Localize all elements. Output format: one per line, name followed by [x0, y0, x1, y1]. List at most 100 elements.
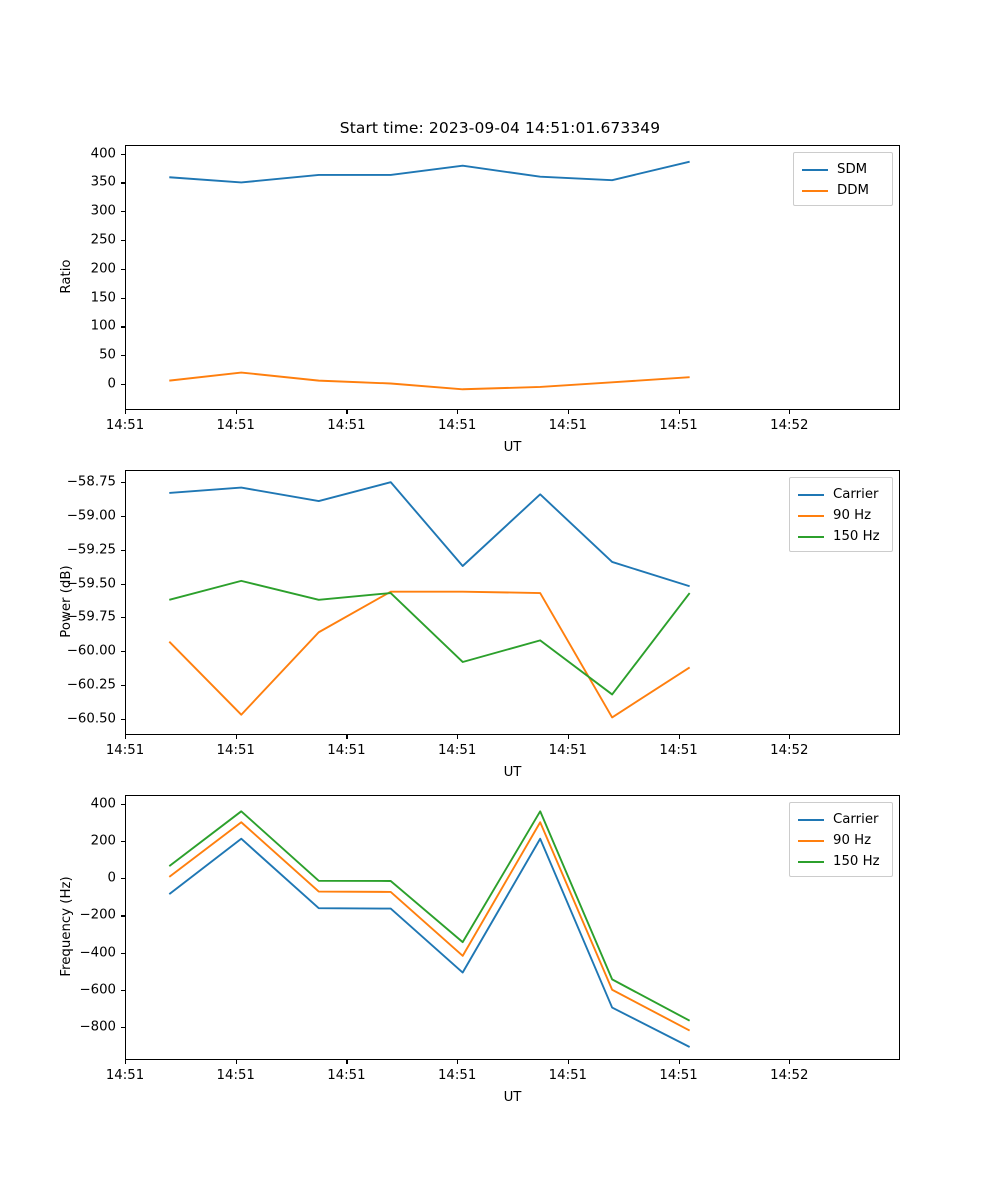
x-tick-label: 14:51: [659, 743, 698, 758]
y-tick-label: 0: [107, 376, 116, 392]
y-tick-mark: [120, 651, 125, 653]
y-tick-mark: [120, 989, 125, 991]
figure-title: Start time: 2023-09-04 14:51:01.673349: [339, 119, 661, 137]
x-tick-mark: [789, 410, 791, 415]
legend[interactable]: SDM DDM: [793, 152, 893, 206]
x-axis-label: UT: [503, 440, 522, 455]
series-line: [169, 371, 690, 391]
x-tick-label: 14:52: [770, 1068, 809, 1083]
y-tick-label: 150: [90, 290, 116, 306]
x-tick-mark: [125, 1060, 127, 1065]
x-axis-label: UT: [503, 765, 522, 780]
legend-color-swatch: [798, 839, 824, 842]
legend-label: 90 Hz: [833, 832, 872, 848]
legend-color-swatch: [798, 860, 824, 863]
legend-item[interactable]: 90 Hz: [798, 505, 884, 526]
y-tick-mark: [120, 182, 125, 184]
x-tick-label: 14:51: [216, 743, 255, 758]
y-tick-label: −59.50: [66, 576, 116, 592]
y-tick-label: −59.00: [66, 508, 116, 524]
x-tick-label: 14:51: [548, 743, 588, 758]
x-tick-mark: [125, 735, 127, 740]
y-tick-mark: [120, 878, 125, 880]
legend-color-swatch: [802, 168, 828, 171]
x-tick-label: 14:51: [548, 1068, 588, 1083]
y-tick-label: −60.25: [66, 677, 116, 693]
series-line: [169, 160, 690, 184]
y-tick-label: 200: [90, 261, 116, 277]
y-tick-label: −59.25: [66, 542, 116, 558]
x-tick-mark: [346, 410, 348, 415]
series-line: [168, 810, 691, 1022]
legend-item[interactable]: 150 Hz: [798, 851, 884, 872]
x-tick-label: 14:52: [770, 743, 809, 758]
x-tick-label: 14:51: [327, 743, 366, 758]
x-tick-mark: [346, 735, 348, 740]
series-line: [169, 579, 691, 696]
axes-frame: [125, 145, 900, 410]
x-tick-label: 14:51: [105, 1068, 145, 1083]
y-tick-label: 350: [90, 174, 116, 190]
legend-color-swatch: [798, 535, 824, 538]
y-tick-label: −60.50: [66, 711, 116, 727]
x-tick-label: 14:51: [659, 418, 698, 433]
legend-label: Carrier: [833, 486, 879, 502]
y-tick-label: −58.75: [66, 474, 116, 490]
y-tick-mark: [120, 240, 125, 242]
legend-item[interactable]: 90 Hz: [798, 830, 884, 851]
y-tick-mark: [120, 804, 125, 806]
y-tick-label: 250: [90, 232, 116, 248]
y-tick-label: 400: [90, 146, 116, 162]
x-tick-mark: [457, 1060, 459, 1065]
legend-label: 150 Hz: [833, 528, 880, 544]
legend-item[interactable]: SDM: [802, 159, 884, 180]
legend[interactable]: Carrier 90 Hz 150 Hz: [789, 802, 893, 877]
legend-item[interactable]: 150 Hz: [798, 526, 884, 547]
axes-frame: [125, 470, 900, 735]
x-tick-mark: [567, 1060, 569, 1065]
x-tick-label: 14:51: [437, 1068, 477, 1083]
x-tick-mark: [346, 1060, 348, 1065]
y-tick-mark: [120, 1026, 125, 1028]
y-tick-label: 400: [90, 796, 116, 812]
x-tick-mark: [235, 1060, 237, 1065]
legend-color-swatch: [798, 514, 824, 517]
x-tick-label: 14:52: [770, 418, 809, 433]
x-tick-mark: [567, 735, 569, 740]
legend[interactable]: Carrier 90 Hz 150 Hz: [789, 477, 893, 552]
legend-item[interactable]: DDM: [802, 180, 884, 201]
x-tick-mark: [235, 735, 237, 740]
y-tick-label: 0: [107, 870, 116, 886]
x-tick-mark: [235, 410, 237, 415]
y-tick-mark: [120, 482, 125, 484]
x-tick-label: 14:51: [548, 418, 588, 433]
legend-color-swatch: [798, 818, 824, 821]
series-line: [168, 590, 691, 719]
y-tick-mark: [120, 841, 125, 843]
legend-item[interactable]: Carrier: [798, 484, 884, 505]
x-tick-mark: [678, 410, 680, 415]
legend-color-swatch: [802, 189, 828, 192]
y-tick-mark: [120, 684, 125, 687]
y-tick-mark: [120, 549, 125, 551]
x-tick-label: 14:51: [216, 418, 255, 433]
legend-label: DDM: [837, 182, 869, 198]
x-tick-mark: [567, 410, 569, 415]
series-line: [168, 837, 691, 1048]
y-tick-label: 50: [99, 347, 116, 363]
legend-label: 150 Hz: [833, 853, 880, 869]
y-tick-mark: [120, 718, 125, 720]
x-tick-mark: [789, 1060, 791, 1065]
x-tick-label: 14:51: [216, 1068, 255, 1083]
x-tick-label: 14:51: [327, 1068, 366, 1083]
series-line: [168, 821, 691, 1032]
legend-item[interactable]: Carrier: [798, 809, 884, 830]
y-tick-label: −600: [79, 982, 116, 998]
axes-frame: [125, 795, 900, 1060]
